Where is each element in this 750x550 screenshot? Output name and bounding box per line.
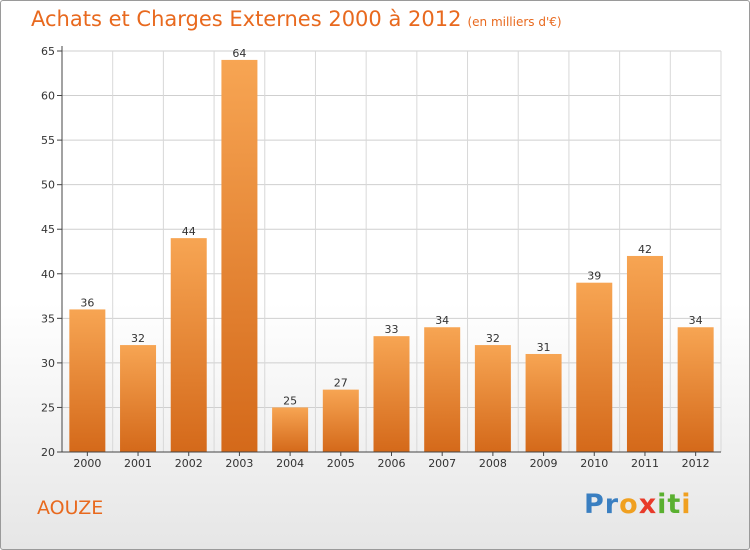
bar xyxy=(525,353,562,452)
data-label: 44 xyxy=(182,225,196,238)
data-label: 39 xyxy=(587,270,601,283)
bar xyxy=(69,309,106,452)
bar xyxy=(373,336,410,452)
logo-letter: o xyxy=(619,489,639,520)
bar xyxy=(170,238,207,452)
data-label: 32 xyxy=(131,332,145,345)
bar xyxy=(677,327,714,452)
x-tick-label: 2001 xyxy=(124,457,152,470)
logo-letter: x xyxy=(638,489,658,520)
chart-unit: (en milliers d'€) xyxy=(467,15,562,29)
data-label: 31 xyxy=(537,341,551,354)
axes: 20 25 30 35 40 45 50 55 60 65 2000 2001 2002 2003 2004… xyxy=(41,45,721,470)
x-tick-label: 2007 xyxy=(428,457,456,470)
y-tick-label: 65 xyxy=(41,45,55,58)
data-label: 27 xyxy=(334,377,348,390)
bar xyxy=(626,255,663,452)
chart-title-text: Achats et Charges Externes 2000 à 2012 xyxy=(31,7,462,31)
bar xyxy=(221,59,258,453)
x-tick-label: 2010 xyxy=(580,457,608,470)
logo-letter: t xyxy=(667,489,682,520)
y-tick-label: 20 xyxy=(41,446,55,459)
y-tick-label: 30 xyxy=(41,357,55,370)
y-tick-label: 35 xyxy=(41,312,55,325)
x-tick-label: 2009 xyxy=(530,457,558,470)
y-tick-label: 45 xyxy=(41,223,55,236)
bar xyxy=(272,407,309,452)
data-label: 33 xyxy=(385,323,399,336)
x-tick-label: 2012 xyxy=(682,457,710,470)
bar xyxy=(120,345,157,452)
commune-name: AOUZE xyxy=(37,497,104,519)
bar xyxy=(322,389,359,452)
y-tick-label: 40 xyxy=(41,268,55,281)
x-tick-label: 2003 xyxy=(225,457,253,470)
bar xyxy=(474,345,511,452)
data-label: 34 xyxy=(435,314,449,327)
data-label: 42 xyxy=(638,243,652,256)
y-tick-label: 55 xyxy=(41,134,55,147)
x-tick-label: 2005 xyxy=(327,457,355,470)
data-label: 36 xyxy=(80,296,94,309)
proxiti-logo: Proxiti xyxy=(584,489,692,520)
bar xyxy=(576,282,613,452)
bars: 36 32 44 64 25 27 33 34 32 31 39 42 34 xyxy=(69,47,714,453)
x-tick-label: 2008 xyxy=(479,457,507,470)
data-label: 64 xyxy=(232,47,246,60)
logo-letter: r xyxy=(604,489,620,520)
chart-title: Achats et Charges Externes 2000 à 2012 (e… xyxy=(31,7,562,31)
data-label: 32 xyxy=(486,332,500,345)
x-tick-label: 2006 xyxy=(378,457,406,470)
data-label: 25 xyxy=(283,394,297,407)
y-tick-label: 50 xyxy=(41,179,55,192)
logo-letter: P xyxy=(584,489,605,520)
y-tick-label: 60 xyxy=(41,90,55,103)
logo-letter: i xyxy=(657,489,668,520)
y-tick-label: 25 xyxy=(41,401,55,414)
x-tick-label: 2000 xyxy=(73,457,101,470)
bar xyxy=(424,327,461,452)
x-tick-label: 2002 xyxy=(175,457,203,470)
x-tick-label: 2004 xyxy=(276,457,304,470)
data-label: 34 xyxy=(689,314,703,327)
x-tick-label: 2011 xyxy=(631,457,659,470)
logo-letter: i xyxy=(681,489,692,520)
